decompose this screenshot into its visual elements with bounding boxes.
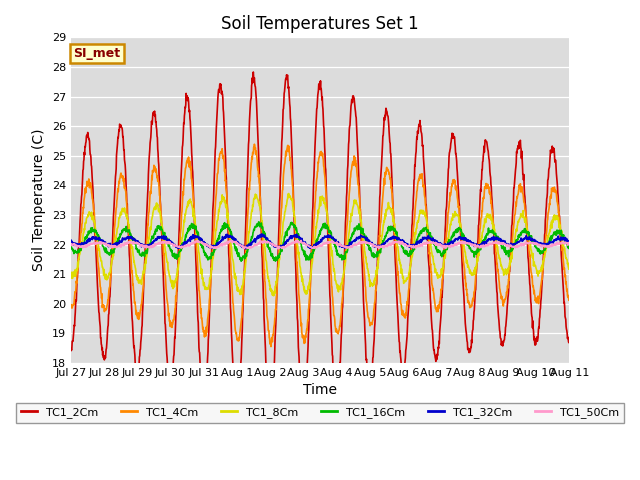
TC1_4Cm xyxy=(250,141,258,147)
TC1_2Cm xyxy=(166,382,173,388)
TC1_2Cm xyxy=(266,414,274,420)
TC1_4Cm xyxy=(178,210,186,216)
TC1_16Cm xyxy=(397,243,405,249)
TC1_50Cm xyxy=(234,240,241,246)
TC1_50Cm xyxy=(507,243,515,249)
TC1_50Cm xyxy=(178,243,186,249)
Title: Soil Temperatures Set 1: Soil Temperatures Set 1 xyxy=(221,15,419,33)
TC1_4Cm xyxy=(397,308,405,313)
TC1_4Cm xyxy=(565,298,573,303)
TC1_8Cm xyxy=(397,266,405,272)
Line: TC1_4Cm: TC1_4Cm xyxy=(71,144,569,347)
TC1_16Cm xyxy=(463,242,470,248)
TC1_4Cm xyxy=(234,337,241,343)
Text: SI_met: SI_met xyxy=(74,47,120,60)
Line: TC1_50Cm: TC1_50Cm xyxy=(71,240,569,249)
TC1_8Cm xyxy=(507,260,515,265)
TC1_8Cm xyxy=(166,274,173,279)
TC1_4Cm xyxy=(463,287,470,292)
TC1_2Cm xyxy=(234,405,241,410)
Line: TC1_16Cm: TC1_16Cm xyxy=(71,222,569,261)
TC1_4Cm xyxy=(67,302,75,308)
Y-axis label: Soil Temperature (C): Soil Temperature (C) xyxy=(32,129,46,271)
TC1_50Cm xyxy=(67,241,75,247)
TC1_32Cm xyxy=(67,237,75,243)
TC1_50Cm xyxy=(166,241,173,247)
TC1_32Cm xyxy=(565,239,573,245)
TC1_8Cm xyxy=(285,191,292,196)
TC1_16Cm xyxy=(237,258,245,264)
TC1_2Cm xyxy=(67,348,75,353)
TC1_2Cm xyxy=(397,362,405,368)
TC1_2Cm xyxy=(178,165,186,171)
TC1_32Cm xyxy=(463,239,470,244)
TC1_32Cm xyxy=(258,231,266,237)
TC1_2Cm xyxy=(250,69,257,75)
TC1_16Cm xyxy=(255,219,262,225)
TC1_8Cm xyxy=(67,272,75,277)
TC1_50Cm xyxy=(298,238,305,243)
TC1_50Cm xyxy=(274,246,282,252)
TC1_4Cm xyxy=(267,344,275,349)
TC1_16Cm xyxy=(507,248,515,253)
TC1_16Cm xyxy=(166,244,173,250)
TC1_32Cm xyxy=(397,238,405,244)
TC1_50Cm xyxy=(565,240,573,245)
TC1_2Cm xyxy=(565,335,573,341)
TC1_16Cm xyxy=(565,244,573,250)
TC1_32Cm xyxy=(234,239,241,244)
TC1_16Cm xyxy=(67,243,75,249)
TC1_50Cm xyxy=(463,240,470,245)
TC1_16Cm xyxy=(234,250,241,255)
TC1_2Cm xyxy=(507,245,515,251)
TC1_2Cm xyxy=(463,334,470,340)
Line: TC1_8Cm: TC1_8Cm xyxy=(71,193,569,296)
TC1_8Cm xyxy=(234,288,241,294)
Line: TC1_2Cm: TC1_2Cm xyxy=(71,72,569,417)
TC1_8Cm xyxy=(463,260,470,266)
TC1_32Cm xyxy=(242,246,250,252)
Legend: TC1_2Cm, TC1_4Cm, TC1_8Cm, TC1_16Cm, TC1_32Cm, TC1_50Cm: TC1_2Cm, TC1_4Cm, TC1_8Cm, TC1_16Cm, TC1… xyxy=(16,403,624,422)
X-axis label: Time: Time xyxy=(303,384,337,397)
TC1_8Cm xyxy=(565,263,573,269)
TC1_8Cm xyxy=(178,243,186,249)
TC1_50Cm xyxy=(397,239,405,245)
TC1_32Cm xyxy=(507,243,515,249)
TC1_16Cm xyxy=(178,244,186,250)
TC1_8Cm xyxy=(270,293,278,299)
Line: TC1_32Cm: TC1_32Cm xyxy=(71,234,569,249)
TC1_32Cm xyxy=(166,240,173,245)
TC1_4Cm xyxy=(166,319,173,324)
TC1_4Cm xyxy=(507,255,515,261)
TC1_32Cm xyxy=(178,244,186,250)
